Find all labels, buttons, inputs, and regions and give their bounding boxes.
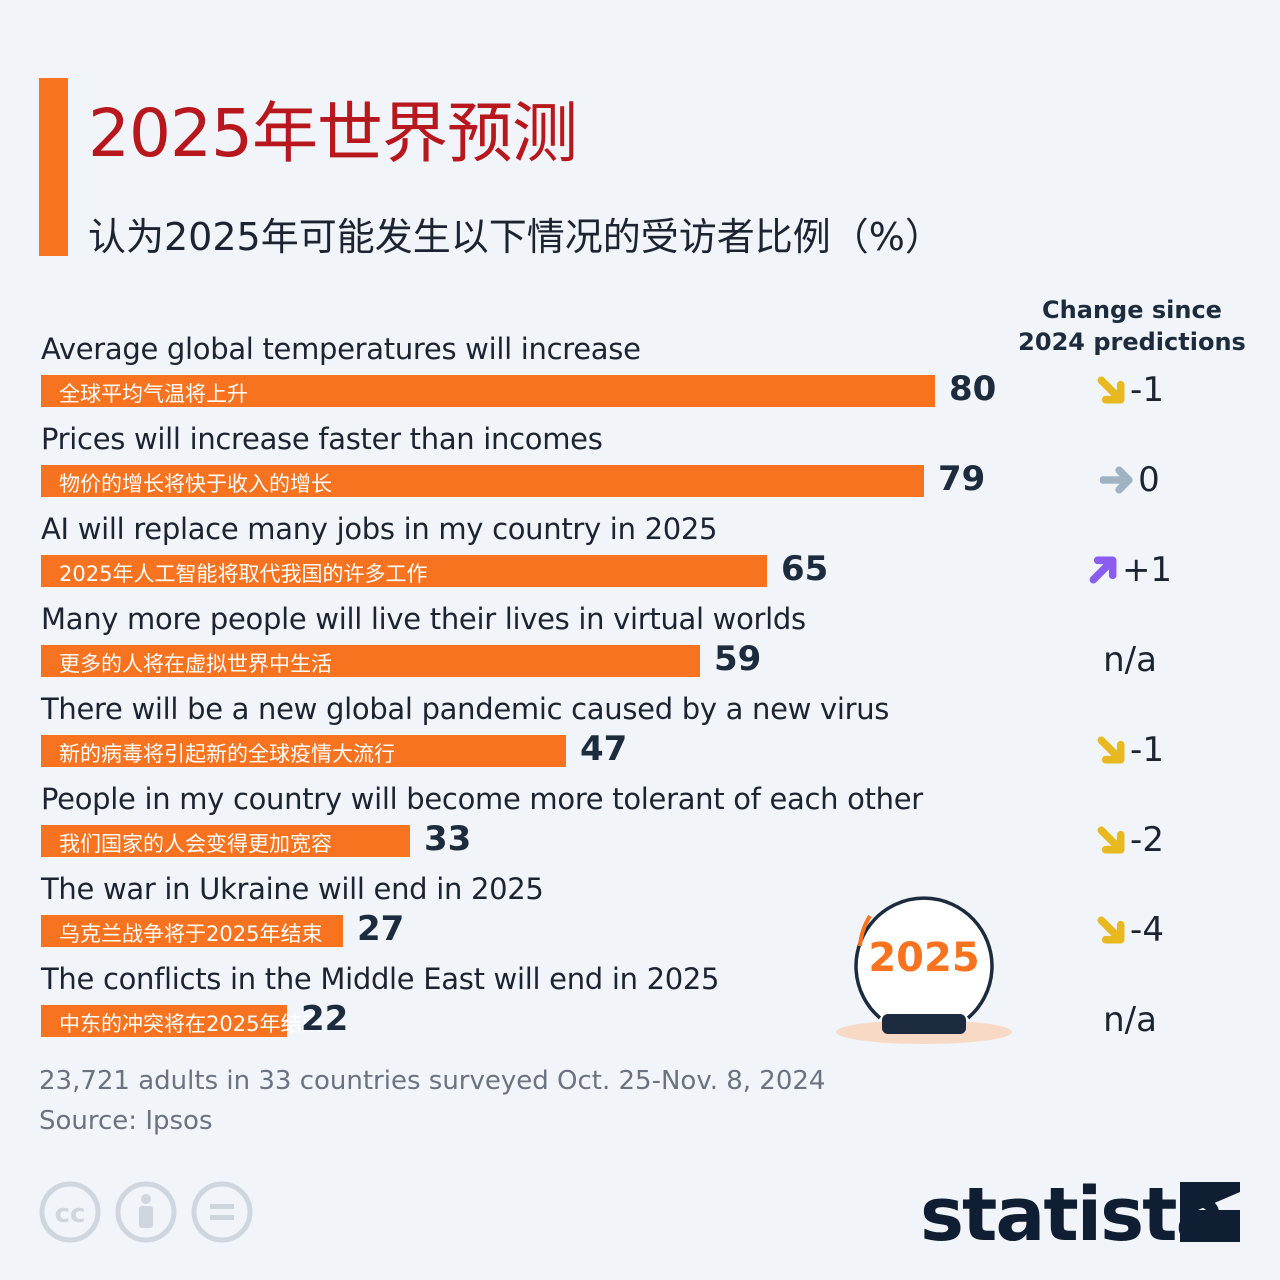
bar-chart: Average global temperatures will increas…	[41, 332, 1200, 1040]
bar-label-zh: 我们国家的人会变得更加宽容	[59, 832, 332, 856]
bar: 中东的冲突将在2025年结束	[41, 1005, 322, 1037]
change-value: -1	[1130, 370, 1164, 410]
change-value: n/a	[1103, 640, 1157, 680]
crystal-ball-label: 2025	[868, 935, 979, 981]
arrow-down-icon	[1097, 376, 1125, 404]
category-label: Prices will increase faster than incomes	[41, 422, 603, 456]
value-label: 22	[301, 999, 349, 1039]
bar: 新的病毒将引起新的全球疫情大流行	[41, 735, 566, 767]
bar-label-zh: 全球平均气温将上升	[59, 382, 248, 406]
value-label: 65	[781, 549, 829, 589]
bar-label-zh: 乌克兰战争将于2025年结束	[59, 922, 323, 946]
cc-icon[interactable]: cc	[38, 1180, 102, 1244]
change-header-line-2: 2024 predictions	[1018, 328, 1246, 356]
category-label: AI will replace many jobs in my country …	[41, 512, 718, 546]
bar: 乌克兰战争将于2025年结束	[41, 915, 343, 947]
statista-logo-icon[interactable]: statista	[918, 1170, 1254, 1252]
bar-label-zh: 中东的冲突将在2025年结束	[59, 1012, 323, 1036]
statista-logo-text: statista	[920, 1172, 1223, 1252]
category-label: There will be a new global pandemic caus…	[41, 692, 890, 726]
bar: 物价的增长将快于收入的增长	[41, 465, 924, 497]
crystal-ball-icon: 2025	[836, 896, 1012, 1044]
title-accent-bar	[39, 78, 68, 256]
svg-text:cc: cc	[55, 1199, 86, 1229]
change-value: 0	[1138, 460, 1160, 500]
value-label: 80	[949, 369, 997, 409]
change-cell: n/a	[1060, 1000, 1200, 1040]
change-cell: 0	[1060, 460, 1200, 500]
change-cell: n/a	[1060, 640, 1200, 680]
value-label: 27	[357, 909, 405, 949]
arrow-down-icon	[1097, 826, 1125, 854]
arrow-flat-icon	[1100, 466, 1133, 494]
arrow-down-icon	[1097, 736, 1125, 764]
value-label: 59	[714, 639, 762, 679]
category-label: The war in Ukraine will end in 2025	[41, 872, 544, 906]
no-derivatives-icon[interactable]	[190, 1180, 254, 1244]
survey-footnote: 23,721 adults in 33 countries surveyed O…	[39, 1066, 826, 1096]
arrow-up-icon	[1089, 556, 1117, 584]
bar: 更多的人将在虚拟世界中生活	[41, 645, 700, 677]
page-title: 2025年世界预测	[88, 95, 578, 172]
bar-label-zh: 新的病毒将引起新的全球疫情大流行	[59, 742, 395, 766]
change-cell: -2	[1060, 820, 1200, 860]
category-label: Many more people will live their lives i…	[41, 602, 806, 636]
attribution-icon[interactable]	[114, 1180, 178, 1244]
value-label: 47	[580, 729, 628, 769]
change-column-header: Change since 2024 predictions	[1012, 294, 1252, 358]
bar: 全球平均气温将上升	[41, 375, 935, 407]
change-cell: +1	[1060, 550, 1200, 590]
change-cell: -4	[1060, 910, 1200, 950]
bar-label-zh: 更多的人将在虚拟世界中生活	[59, 652, 332, 676]
change-value: n/a	[1103, 1000, 1157, 1040]
value-label: 79	[938, 459, 986, 499]
change-value: -1	[1130, 730, 1164, 770]
category-label: The conflicts in the Middle East will en…	[41, 962, 720, 996]
source-note: Source: Ipsos	[39, 1106, 213, 1136]
change-value: -2	[1130, 820, 1164, 860]
arrow-down-icon	[1097, 916, 1125, 944]
change-header-line-1: Change since	[1042, 296, 1222, 324]
value-label: 33	[424, 819, 472, 859]
change-cell: -1	[1060, 370, 1200, 410]
bar-label-zh: 物价的增长将快于收入的增长	[59, 472, 332, 496]
bar-label-zh: 2025年人工智能将取代我国的许多工作	[59, 562, 428, 586]
page-subtitle: 认为2025年可能发生以下情况的受访者比例（%）	[88, 215, 943, 259]
category-label: People in my country will become more to…	[41, 782, 923, 816]
change-cell: -1	[1060, 730, 1200, 770]
category-label: Average global temperatures will increas…	[41, 332, 641, 366]
change-value: +1	[1121, 550, 1173, 590]
bar: 我们国家的人会变得更加宽容	[41, 825, 410, 857]
bar: 2025年人工智能将取代我国的许多工作	[41, 555, 767, 587]
change-value: -4	[1130, 910, 1164, 950]
